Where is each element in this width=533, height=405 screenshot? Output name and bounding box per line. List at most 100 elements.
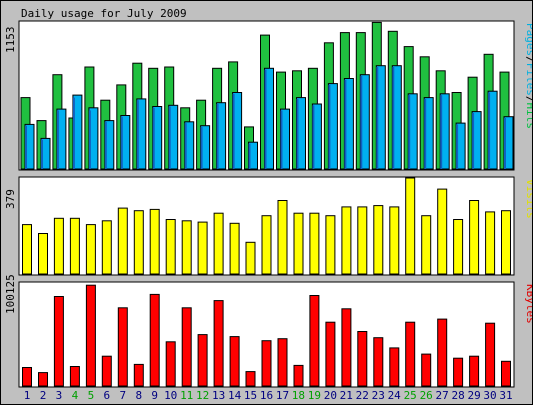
bar-kbytes-day-14: [229, 336, 240, 387]
bar-kbytes-day-4: [69, 366, 80, 387]
bar-pages-day-29: [472, 112, 475, 169]
x-tick-label-day-19: 19: [308, 389, 321, 402]
x-tick-label-day-29: 29: [467, 389, 480, 402]
bar-visits-day-25: [405, 177, 416, 275]
bar-visits-day-11: [181, 220, 192, 275]
bar-pages-day-6: [104, 121, 107, 169]
x-tick-label-day-25: 25: [404, 389, 417, 402]
chart-title: Daily usage for July 2009: [21, 7, 187, 20]
bar-visits-day-29: [469, 200, 480, 275]
bar-visits-day-4: [69, 217, 80, 275]
bar-visits-day-20: [325, 215, 336, 275]
bar-pages-day-7: [120, 116, 123, 169]
bar-visits-day-21: [341, 206, 352, 275]
bar-kbytes-day-20: [325, 321, 336, 387]
bar-visits-day-30: [485, 211, 496, 275]
x-tick-label-day-8: 8: [135, 389, 142, 402]
bar-visits-day-27: [437, 188, 448, 275]
bar-visits-day-3: [53, 217, 64, 275]
bar-kbytes-day-6: [101, 355, 112, 387]
bar-kbytes-day-2: [38, 372, 48, 387]
bar-pages-day-2: [41, 139, 43, 169]
bar-pages-day-11: [184, 123, 187, 169]
legend-part: /: [524, 96, 532, 103]
legend-part: Hits: [524, 103, 532, 130]
x-tick-label-day-16: 16: [260, 389, 273, 402]
bar-kbytes-day-21: [341, 308, 352, 387]
x-tick-label-day-15: 15: [244, 389, 257, 402]
bar-kbytes-day-3: [53, 296, 64, 387]
x-tick-label-day-24: 24: [388, 389, 402, 402]
bar-visits-day-31: [501, 210, 511, 275]
legend-visits: Visits: [524, 179, 532, 219]
bar-pages-day-18: [296, 98, 299, 169]
bar-visits-day-19: [309, 212, 320, 275]
bar-pages-day-28: [456, 124, 459, 169]
x-axis-tick-labels: 1 2 3 4 5 6 7 8 9 10 11 12 13 14 15 16 17 18 19 20 21 22 23 24 2…: [24, 389, 513, 402]
y-max-label-kbytes: 100125: [4, 274, 17, 314]
bar-pages-day-1: [25, 125, 27, 169]
bar-pages-day-16: [264, 69, 267, 169]
x-tick-label-day-28: 28: [451, 389, 464, 402]
bar-kbytes-day-7: [117, 307, 128, 387]
bar-visits-day-13: [213, 212, 224, 275]
bar-visits-day-10: [165, 219, 176, 275]
bar-kbytes-day-27: [437, 318, 448, 387]
bar-visits-day-17: [277, 200, 288, 275]
x-tick-label-day-1: 1: [24, 389, 31, 402]
x-tick-label-day-26: 26: [420, 389, 433, 402]
bar-kbytes-day-24: [389, 347, 400, 387]
bar-visits-day-28: [453, 219, 464, 275]
bar-kbytes-day-12: [197, 334, 208, 387]
bar-pages-day-21: [344, 79, 347, 169]
legend-part: /: [524, 56, 532, 63]
bar-pages-day-3: [56, 110, 59, 169]
x-tick-label-day-9: 9: [151, 389, 158, 402]
x-tick-label-day-14: 14: [228, 389, 242, 402]
x-tick-label-day-20: 20: [324, 389, 337, 402]
bar-pages-day-13: [216, 104, 219, 169]
bar-kbytes-day-16: [261, 340, 272, 387]
legend-kbytes: KBytes: [524, 284, 532, 324]
x-tick-label-day-12: 12: [196, 389, 209, 402]
bar-visits-day-14: [229, 222, 240, 275]
x-tick-label-day-13: 13: [212, 389, 225, 402]
legend-part: Visits: [524, 179, 532, 219]
bar-pages-day-22: [360, 75, 363, 169]
bar-pages-day-24: [392, 67, 395, 169]
x-tick-label-day-10: 10: [164, 389, 177, 402]
bar-kbytes-day-15: [245, 371, 256, 387]
bar-kbytes-day-9: [149, 293, 160, 387]
bar-visits-day-18: [293, 212, 304, 275]
bar-kbytes-day-26: [421, 353, 432, 387]
bar-visits-day-23: [373, 205, 384, 275]
bar-visits-day-8: [133, 210, 144, 275]
bar-pages-day-25: [408, 95, 411, 169]
legend-part: KBytes: [524, 284, 532, 324]
x-tick-label-day-5: 5: [88, 389, 95, 402]
y-max-label-visits: 379: [4, 189, 17, 209]
x-tick-label-day-17: 17: [276, 389, 289, 402]
bar-pages-day-10: [168, 106, 171, 169]
bar-kbytes-day-28: [453, 357, 464, 387]
bar-kbytes-day-17: [277, 338, 288, 387]
panel-visits: 379 Visits: [4, 176, 532, 276]
bar-visits-day-7: [117, 207, 128, 275]
x-tick-label-day-3: 3: [56, 389, 63, 402]
bar-kbytes-day-10: [165, 341, 176, 387]
x-tick-label-day-2: 2: [40, 389, 47, 402]
bar-kbytes-day-18: [293, 364, 304, 387]
bar-kbytes-day-11: [181, 307, 192, 387]
bar-pages-day-15: [248, 143, 251, 169]
bar-visits-day-24: [389, 206, 400, 275]
bar-kbytes-day-1: [22, 367, 32, 387]
bar-kbytes-day-23: [373, 337, 384, 387]
x-tick-label-day-30: 30: [483, 389, 496, 402]
x-tick-label-day-31: 31: [499, 389, 512, 402]
bar-visits-day-15: [245, 241, 256, 275]
x-tick-label-day-21: 21: [340, 389, 353, 402]
bar-visits-day-22: [357, 206, 368, 275]
bar-visits-day-12: [197, 221, 208, 275]
legend-part: Pages: [524, 23, 532, 56]
